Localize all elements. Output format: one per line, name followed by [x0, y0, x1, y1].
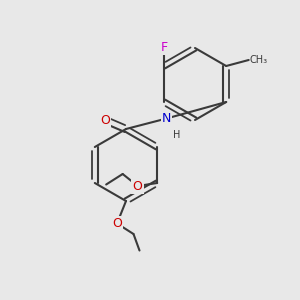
Text: O: O [112, 217, 122, 230]
Text: O: O [133, 179, 142, 193]
Text: CH₃: CH₃ [249, 55, 267, 65]
Text: H: H [173, 130, 181, 140]
Text: F: F [160, 40, 167, 54]
Text: O: O [100, 113, 110, 127]
Text: N: N [162, 112, 171, 125]
